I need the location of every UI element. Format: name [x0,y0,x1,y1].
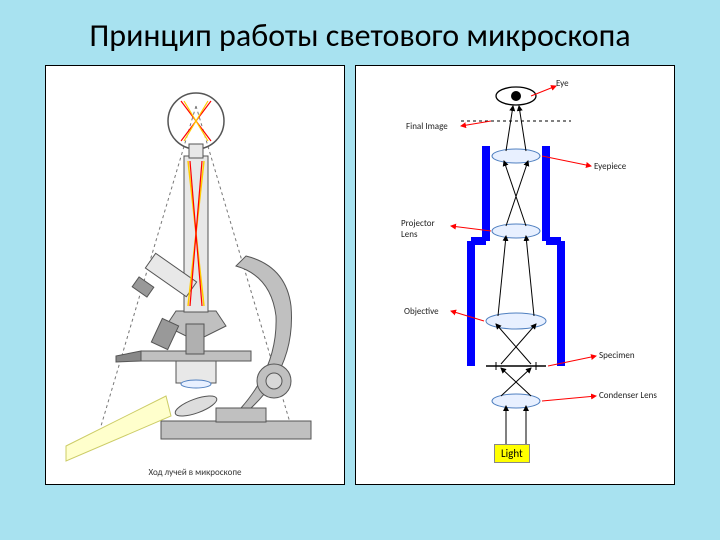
label-projector: Projector Lens [401,218,451,240]
label-objective: Objective [404,306,439,317]
microscope-svg [46,66,346,466]
optical-svg [356,66,676,466]
panel-row: Ход лучей в микроскопе [0,65,720,485]
label-light: Light [494,444,530,463]
label-eye: Eye [556,78,569,89]
optical-path-diagram: Eye Final Image Eyepiece Projector Lens … [355,65,675,485]
label-condenser: Condenser Lens [599,390,657,401]
microscope-diagram: Ход лучей в микроскопе [45,65,345,485]
label-specimen: Specimen [599,350,635,361]
left-caption: Ход лучей в микроскопе [46,467,344,478]
label-finalimage: Final Image [406,121,448,132]
slide-title: Принцип работы светового микроскопа [0,0,720,65]
label-eyepiece: Eyepiece [594,161,626,172]
